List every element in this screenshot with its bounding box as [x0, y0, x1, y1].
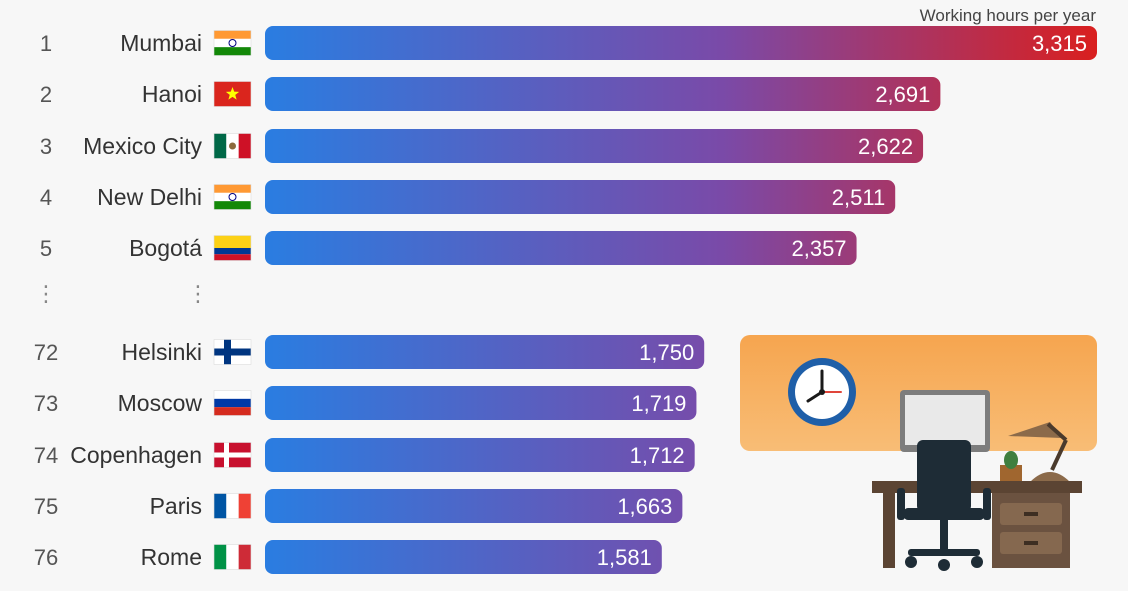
value-label: 2,691 [875, 82, 930, 107]
bar [265, 26, 1097, 60]
rank-label: 75 [34, 494, 58, 519]
rank-label: 73 [34, 391, 58, 416]
city-label: Copenhagen [70, 442, 202, 468]
value-label: 2,357 [791, 236, 846, 261]
clock-icon [788, 358, 856, 426]
colombia-flag-icon [213, 235, 252, 261]
rank-label: 2 [40, 82, 52, 107]
value-label: 1,750 [639, 340, 694, 365]
city-label: Hanoi [142, 81, 202, 107]
rank-label: 4 [40, 185, 52, 210]
unit-label: Working hours per year [920, 6, 1097, 25]
bar-row: 3 Mexico City 2,622 [40, 129, 924, 163]
city-label: Bogotá [129, 235, 202, 261]
rank-label: 76 [34, 545, 58, 570]
rank-label: 74 [34, 443, 58, 468]
city-label: Mumbai [120, 30, 202, 56]
value-label: 1,712 [630, 443, 685, 468]
bar-row: 4 New Delhi 2,511 [40, 180, 896, 214]
france-flag-icon [213, 493, 252, 519]
value-label: 1,719 [631, 391, 686, 416]
value-label: 3,315 [1032, 31, 1087, 56]
bar [265, 129, 924, 163]
value-label: 2,622 [858, 134, 913, 159]
india-flag-icon [213, 184, 252, 210]
office-illustration [740, 335, 1097, 571]
bar-row: 72 Helsinki 1,750 [34, 335, 705, 369]
city-label: Moscow [118, 390, 203, 416]
bar [265, 231, 857, 265]
bar [265, 540, 662, 574]
city-label: Rome [141, 544, 202, 570]
bar [265, 77, 941, 111]
bar-row: 5 Bogotá 2,357 [40, 231, 857, 265]
bar [265, 489, 683, 523]
bar-row: 2 Hanoi 2,691 [40, 77, 941, 111]
value-label: 1,663 [617, 494, 672, 519]
bar-row: 73 Moscow 1,719 [34, 386, 697, 420]
city-label: New Delhi [97, 184, 202, 210]
bar [265, 386, 697, 420]
india-flag-icon [213, 30, 252, 56]
rank-label: 5 [40, 236, 52, 261]
value-label: 2,511 [832, 185, 885, 210]
finland-flag-icon [213, 339, 252, 365]
denmark-flag-icon [213, 442, 252, 468]
city-ellipsis: ⋮ [187, 281, 209, 306]
vietnam-flag-icon [213, 81, 252, 107]
bar [265, 335, 705, 369]
bar [265, 180, 896, 214]
value-label: 1,581 [597, 545, 652, 570]
rank-gap-marker: ⋮ ⋮ [35, 281, 209, 306]
city-label: Paris [150, 493, 202, 519]
mexico-flag-icon [213, 133, 252, 159]
bar-row: 1 Mumbai 3,315 [40, 26, 1097, 60]
bar-row: 76 Rome 1,581 [34, 540, 662, 574]
rank-ellipsis: ⋮ [35, 281, 57, 306]
city-label: Helsinki [121, 339, 202, 365]
office-desk-icon [872, 390, 1082, 571]
bar-row: 74 Copenhagen 1,712 [34, 438, 695, 472]
bar-rows: 1 Mumbai 3,315 2 Hanoi 2,691 3 Mexico City 2,622… [34, 26, 1097, 574]
bar-row: 75 Paris 1,663 [34, 489, 683, 523]
russia-flag-icon [213, 390, 252, 416]
rank-label: 3 [40, 134, 52, 159]
bar [265, 438, 695, 472]
rank-label: 72 [34, 340, 58, 365]
rank-label: 1 [40, 31, 52, 56]
city-label: Mexico City [83, 133, 202, 159]
italy-flag-icon [213, 544, 252, 570]
